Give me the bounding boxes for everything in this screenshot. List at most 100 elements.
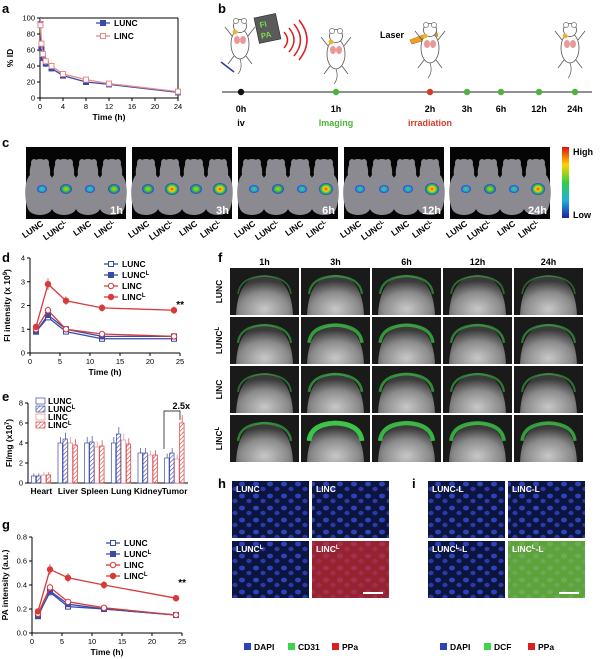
channel-label: DAPI xyxy=(254,642,274,652)
micrograph-image xyxy=(232,481,309,538)
tumor-cross-section xyxy=(307,373,364,413)
laser-label: Laser xyxy=(380,30,405,40)
x-tick-label: 20 xyxy=(151,102,159,111)
tumor-signal xyxy=(37,185,47,193)
micrograph-label: LINC xyxy=(316,484,336,494)
y-tick-label: 0 xyxy=(19,479,23,488)
bar xyxy=(164,457,170,484)
y-tick-label: 2 xyxy=(19,459,23,468)
pa-signal-overlay xyxy=(450,275,505,295)
micrograph-tile: LUNC-L xyxy=(428,481,505,538)
panel-h-microscopy: LUNC LINC LUNCL LINCL DAPI CD31 PPa xyxy=(232,481,389,652)
channel-label: PPa xyxy=(342,642,358,652)
data-point xyxy=(46,584,54,591)
bar xyxy=(45,474,52,484)
fi-label: FI xyxy=(259,20,268,30)
panel-b-timeline: FI PA Laser 0h 1h 2h 3h 6h 12h 24h iv Imaging irr… xyxy=(220,13,592,128)
pa-signal-overlay xyxy=(449,421,506,442)
tumor-signal xyxy=(272,184,284,194)
channel-label: DCF xyxy=(494,642,511,652)
timeline-point xyxy=(237,88,245,96)
panel-label-a: a xyxy=(2,1,10,16)
legend-label: LUNC xyxy=(114,18,138,28)
significance-bracket xyxy=(163,410,181,449)
x-tick-label: 25 xyxy=(176,357,184,366)
mouse-group-label: LINC xyxy=(389,218,411,238)
data-point xyxy=(38,40,45,47)
data-point xyxy=(62,297,70,304)
data-point xyxy=(32,323,40,331)
pa-signal-overlay xyxy=(307,372,364,393)
mouse-group-label: LINC xyxy=(283,218,305,238)
micrograph-label: LUNC xyxy=(236,484,260,494)
iv-label: iv xyxy=(237,118,245,128)
data-point xyxy=(106,80,112,87)
mouse-group-label: LUNC xyxy=(20,218,45,240)
x-tick-label: 10 xyxy=(86,357,94,366)
pa-image-tile xyxy=(230,415,299,462)
fi-timepoint-label: 6h xyxy=(322,205,335,217)
panel-label-d: d xyxy=(2,250,10,265)
mouse-group-label: LUNCL xyxy=(253,218,281,242)
category-label: Heart xyxy=(30,486,52,496)
tumor-cross-section xyxy=(449,324,506,364)
y-tick-label: 8 xyxy=(19,399,23,408)
pa-image-tile xyxy=(514,415,583,462)
data-point xyxy=(62,326,70,333)
channel-swatch xyxy=(440,643,447,650)
tumor-cross-section xyxy=(449,275,506,315)
legend-marker xyxy=(100,20,106,26)
tumor-cross-section xyxy=(236,373,293,413)
tumor-signal xyxy=(355,185,365,193)
mouse-group-label: LINCL xyxy=(92,218,117,240)
y-axis-label: PA intensity (a.u.) xyxy=(0,549,10,620)
panel-i-microscopy: LUNC-L LINC-L LUNCL-L LINCL-L DAPI DCF PPa xyxy=(428,481,585,652)
x-tick-label: 0 xyxy=(28,357,32,366)
mouse-schematic-iv xyxy=(224,17,256,75)
data-point xyxy=(39,51,46,57)
timeline-point xyxy=(463,88,471,96)
tumor-signal xyxy=(379,185,389,193)
fluorescence-overlay xyxy=(508,541,585,598)
channel-swatch xyxy=(528,643,535,650)
pa-signal-overlay xyxy=(521,372,576,393)
micrograph-image xyxy=(508,481,585,538)
tumor-signal xyxy=(249,185,259,193)
significance-marker-d: ** xyxy=(176,300,184,311)
timeline-time-label: 24h xyxy=(567,104,583,114)
tumor-signal xyxy=(319,183,333,195)
tumor-cross-section xyxy=(236,422,293,462)
panel-label-h: h xyxy=(218,476,226,491)
timeline-point xyxy=(571,88,579,96)
pa-signal-overlay xyxy=(236,323,293,344)
irradiation-label: irradiation xyxy=(408,118,452,128)
data-point xyxy=(44,307,52,314)
bar xyxy=(89,441,95,484)
y-tick-label: 2 xyxy=(21,301,25,310)
x-tick-label: 4 xyxy=(61,102,65,111)
micrograph-tile: LUNCL-L xyxy=(428,541,505,598)
y-tick-label: 100 xyxy=(22,14,35,23)
y-tick-label: 0.6 xyxy=(17,557,27,566)
channel-swatch xyxy=(332,643,339,650)
fluorescence-overlay xyxy=(312,541,389,598)
y-tick-label: 4 xyxy=(19,439,23,448)
pa-image-tile xyxy=(514,366,583,413)
x-tick-label: 20 xyxy=(146,357,154,366)
micrograph-tile: LUNCL xyxy=(232,541,309,598)
mouse-group-label: LINCL xyxy=(198,218,223,240)
fi-timepoint-label: 12h xyxy=(422,205,441,217)
channel-label: DAPI xyxy=(450,642,470,652)
pa-signal-overlay xyxy=(237,275,292,294)
pa-signal-overlay xyxy=(520,421,577,442)
legend-label: LINCL xyxy=(124,571,148,581)
data-point xyxy=(170,307,178,314)
data-point xyxy=(60,71,66,77)
bar xyxy=(72,444,78,484)
y-tick-label: 6 xyxy=(19,419,23,428)
pa-image-tile xyxy=(301,366,370,413)
y-axis-label: % ID xyxy=(5,49,15,67)
